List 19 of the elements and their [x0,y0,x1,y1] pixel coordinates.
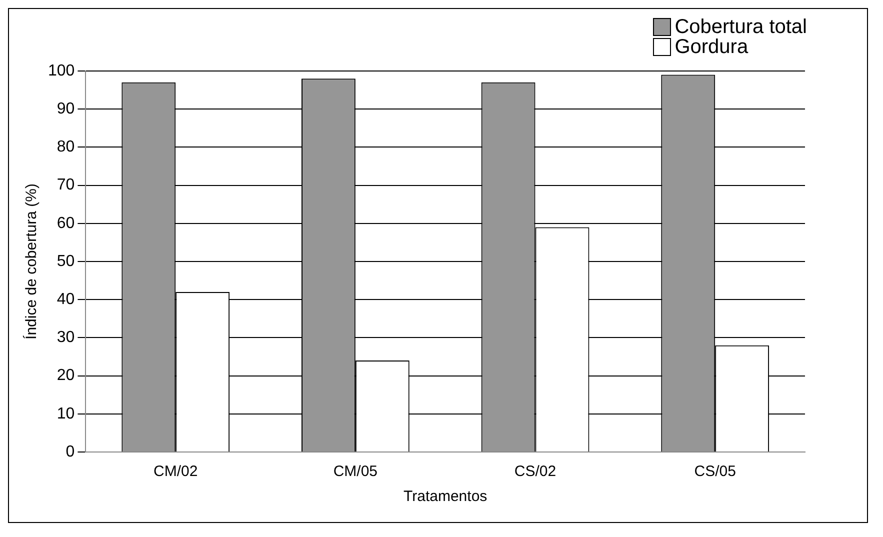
y-tick-label: 10 [56,405,75,422]
y-tick-label: 100 [48,62,75,80]
y-tick-label: 80 [56,138,75,156]
y-tick-label: 30 [56,329,75,346]
y-tick-label: 90 [56,100,75,118]
y-tick-label: 70 [56,176,75,194]
x-tick-label: CM/05 [333,463,378,480]
x-axis-title: Tratamentos [404,488,488,506]
y-tick-label: 20 [56,367,75,384]
y-tick-label: 60 [56,214,75,232]
y-tick-label: 0 [66,443,75,460]
x-tick-label: CM/02 [154,463,198,480]
y-axis-title: Índice de cobertura (%) [22,184,40,340]
x-tick-label: CS/02 [514,463,556,480]
legend-label: Cobertura total [674,16,807,38]
y-tick-label: 50 [56,252,75,270]
legend-label: Gordura [674,36,748,58]
x-tick-label: CS/05 [694,463,736,480]
y-tick-label: 40 [56,291,75,308]
